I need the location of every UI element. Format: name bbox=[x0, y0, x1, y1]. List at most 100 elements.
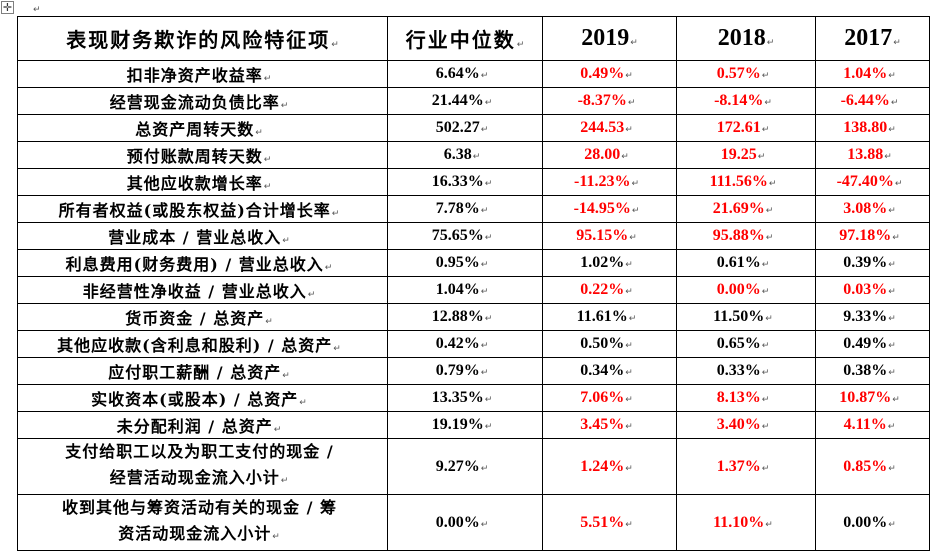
value-cell-2019: 3.45%↵ bbox=[542, 411, 677, 439]
value-cell-2017: -47.40%↵ bbox=[815, 168, 930, 196]
median-cell: 7.78%↵ bbox=[387, 195, 543, 223]
table-row: 扣非净资产收益率↵ 6.64%↵ 0.49%↵ 0.57%↵ 1.04%↵ bbox=[17, 60, 930, 88]
row-label: 实收资本(或股本) / 总资产↵ bbox=[17, 384, 388, 412]
median-cell: 0.42%↵ bbox=[387, 330, 543, 358]
table-row: 利息费用(财务费用) / 营业总收入↵ 0.95%↵ 1.02%↵ 0.61%↵… bbox=[17, 249, 930, 277]
value-cell-2017: 13.88↵ bbox=[815, 141, 930, 169]
value-cell-2018: 0.33%↵ bbox=[676, 357, 816, 385]
value-cell-2017: 138.80↵ bbox=[815, 114, 930, 142]
value-cell-2018: -8.14%↵ bbox=[676, 87, 816, 115]
value-cell-2019: 0.34%↵ bbox=[542, 357, 677, 385]
table-row: 实收资本(或股本) / 总资产↵ 13.35%↵ 7.06%↵ 8.13%↵ 1… bbox=[17, 384, 930, 412]
value-cell-2017: 0.85%↵ bbox=[815, 438, 930, 495]
median-cell: 0.00%↵ bbox=[387, 494, 543, 551]
median-cell: 0.95%↵ bbox=[387, 249, 543, 277]
value-cell-2018: 19.25↵ bbox=[676, 141, 816, 169]
table-row: 预付账款周转天数↵ 6.38↵ 28.00↵ 19.25↵ 13.88↵ bbox=[17, 141, 930, 169]
value-cell-2018: 0.00%↵ bbox=[676, 276, 816, 304]
row-label: 未分配利润 / 总资产↵ bbox=[17, 411, 388, 439]
value-cell-2017: 0.00%↵ bbox=[815, 494, 930, 551]
header-cell-feature: 表现财务欺诈的风险特征项↵ bbox=[17, 16, 388, 61]
value-cell-2019: 5.51%↵ bbox=[542, 494, 677, 551]
row-label: 非经营性净收益 / 营业总收入↵ bbox=[17, 276, 388, 304]
value-cell-2019: 0.22%↵ bbox=[542, 276, 677, 304]
value-cell-2017: 4.11%↵ bbox=[815, 411, 930, 439]
value-cell-2019: 0.49%↵ bbox=[542, 60, 677, 88]
value-cell-2019: -8.37%↵ bbox=[542, 87, 677, 115]
return-mark-icon: ↵ bbox=[33, 5, 41, 15]
value-cell-2018: 0.61%↵ bbox=[676, 249, 816, 277]
row-label: 支付给职工以及为职工支付的现金 / 经营活动现金流入小计↵ bbox=[17, 438, 388, 495]
value-cell-2019: 1.02%↵ bbox=[542, 249, 677, 277]
value-cell-2019: 28.00↵ bbox=[542, 141, 677, 169]
row-label: 应付职工薪酬 / 总资产↵ bbox=[17, 357, 388, 385]
median-cell: 0.79%↵ bbox=[387, 357, 543, 385]
value-cell-2017: 10.87%↵ bbox=[815, 384, 930, 412]
value-cell-2019: 0.50%↵ bbox=[542, 330, 677, 358]
table-row: 非经营性净收益 / 营业总收入↵ 1.04%↵ 0.22%↵ 0.00%↵ 0.… bbox=[17, 276, 930, 304]
table-row: 营业成本 / 营业总收入↵ 75.65%↵ 95.15%↵ 95.88%↵ 97… bbox=[17, 222, 930, 250]
row-label: 收到其他与筹资活动有关的现金 / 筹资活动现金流入小计↵ bbox=[17, 494, 388, 551]
table-row: 所有者权益(或股东权益)合计增长率↵ 7.78%↵ -14.95%↵ 21.69… bbox=[17, 195, 930, 223]
row-label: 总资产周转天数↵ bbox=[17, 114, 388, 142]
row-label: 扣非净资产收益率↵ bbox=[17, 60, 388, 88]
row-label: 利息费用(财务费用) / 营业总收入↵ bbox=[17, 249, 388, 277]
value-cell-2019: 1.24%↵ bbox=[542, 438, 677, 495]
table-row: 总资产周转天数↵ 502.27↵ 244.53↵ 172.61↵ 138.80↵ bbox=[17, 114, 930, 142]
median-cell: 6.64%↵ bbox=[387, 60, 543, 88]
median-cell: 502.27↵ bbox=[387, 114, 543, 142]
median-cell: 1.04%↵ bbox=[387, 276, 543, 304]
value-cell-2018: 111.56%↵ bbox=[676, 168, 816, 196]
row-label: 货币资金 / 总资产↵ bbox=[17, 303, 388, 331]
header-cell-2018: 2018↵ bbox=[676, 16, 816, 61]
median-cell: 19.19%↵ bbox=[387, 411, 543, 439]
median-cell: 75.65%↵ bbox=[387, 222, 543, 250]
table-row: 货币资金 / 总资产↵ 12.88%↵ 11.61%↵ 11.50%↵ 9.33… bbox=[17, 303, 930, 331]
value-cell-2019: -11.23%↵ bbox=[542, 168, 677, 196]
row-label: 营业成本 / 营业总收入↵ bbox=[17, 222, 388, 250]
table-row: 未分配利润 / 总资产↵ 19.19%↵ 3.45%↵ 3.40%↵ 4.11%… bbox=[17, 411, 930, 439]
value-cell-2017: 0.39%↵ bbox=[815, 249, 930, 277]
value-cell-2017: 9.33%↵ bbox=[815, 303, 930, 331]
value-cell-2017: 3.08%↵ bbox=[815, 195, 930, 223]
value-cell-2018: 11.50%↵ bbox=[676, 303, 816, 331]
row-label: 所有者权益(或股东权益)合计增长率↵ bbox=[17, 195, 388, 223]
table-row: 经营现金流动负债比率↵ 21.44%↵ -8.37%↵ -8.14%↵ -6.4… bbox=[17, 87, 930, 115]
table-row: 其他应收款(含利息和股利) / 总资产↵ 0.42%↵ 0.50%↵ 0.65%… bbox=[17, 330, 930, 358]
median-cell: 13.35%↵ bbox=[387, 384, 543, 412]
header-cell-median: 行业中位数↵ bbox=[387, 16, 543, 61]
value-cell-2017: 0.03%↵ bbox=[815, 276, 930, 304]
value-cell-2018: 0.65%↵ bbox=[676, 330, 816, 358]
median-cell: 6.38↵ bbox=[387, 141, 543, 169]
table-row: 支付给职工以及为职工支付的现金 / 经营活动现金流入小计↵ 9.27%↵ 1.24… bbox=[17, 438, 930, 495]
row-label: 其他应收款增长率↵ bbox=[17, 168, 388, 196]
median-cell: 21.44%↵ bbox=[387, 87, 543, 115]
value-cell-2017: 97.18%↵ bbox=[815, 222, 930, 250]
table-row: 应付职工薪酬 / 总资产↵ 0.79%↵ 0.34%↵ 0.33%↵ 0.38%… bbox=[17, 357, 930, 385]
header-cell-2017: 2017↵ bbox=[815, 16, 930, 61]
row-label: 经营现金流动负债比率↵ bbox=[17, 87, 388, 115]
value-cell-2018: 21.69%↵ bbox=[676, 195, 816, 223]
row-label: 预付账款周转天数↵ bbox=[17, 141, 388, 169]
table-row: 其他应收款增长率↵ 16.33%↵ -11.23%↵ 111.56%↵ -47.… bbox=[17, 168, 930, 196]
value-cell-2018: 172.61↵ bbox=[676, 114, 816, 142]
risk-feature-table: 表现财务欺诈的风险特征项↵ 行业中位数↵ 2019↵ 2018↵ 2017↵ 扣… bbox=[17, 16, 930, 551]
median-cell: 12.88%↵ bbox=[387, 303, 543, 331]
row-label: 其他应收款(含利息和股利) / 总资产↵ bbox=[17, 330, 388, 358]
header-cell-2019: 2019↵ bbox=[542, 16, 677, 61]
value-cell-2018: 3.40%↵ bbox=[676, 411, 816, 439]
value-cell-2019: 95.15%↵ bbox=[542, 222, 677, 250]
table-row: 收到其他与筹资活动有关的现金 / 筹资活动现金流入小计↵ 0.00%↵ 5.51… bbox=[17, 494, 930, 551]
value-cell-2017: 0.49%↵ bbox=[815, 330, 930, 358]
table-move-handle-icon[interactable]: ✛ bbox=[1, 1, 14, 14]
value-cell-2019: -14.95%↵ bbox=[542, 195, 677, 223]
value-cell-2018: 95.88%↵ bbox=[676, 222, 816, 250]
median-cell: 16.33%↵ bbox=[387, 168, 543, 196]
value-cell-2019: 7.06%↵ bbox=[542, 384, 677, 412]
value-cell-2019: 11.61%↵ bbox=[542, 303, 677, 331]
value-cell-2018: 1.37%↵ bbox=[676, 438, 816, 495]
value-cell-2018: 0.57%↵ bbox=[676, 60, 816, 88]
value-cell-2018: 8.13%↵ bbox=[676, 384, 816, 412]
median-cell: 9.27%↵ bbox=[387, 438, 543, 495]
value-cell-2017: -6.44%↵ bbox=[815, 87, 930, 115]
